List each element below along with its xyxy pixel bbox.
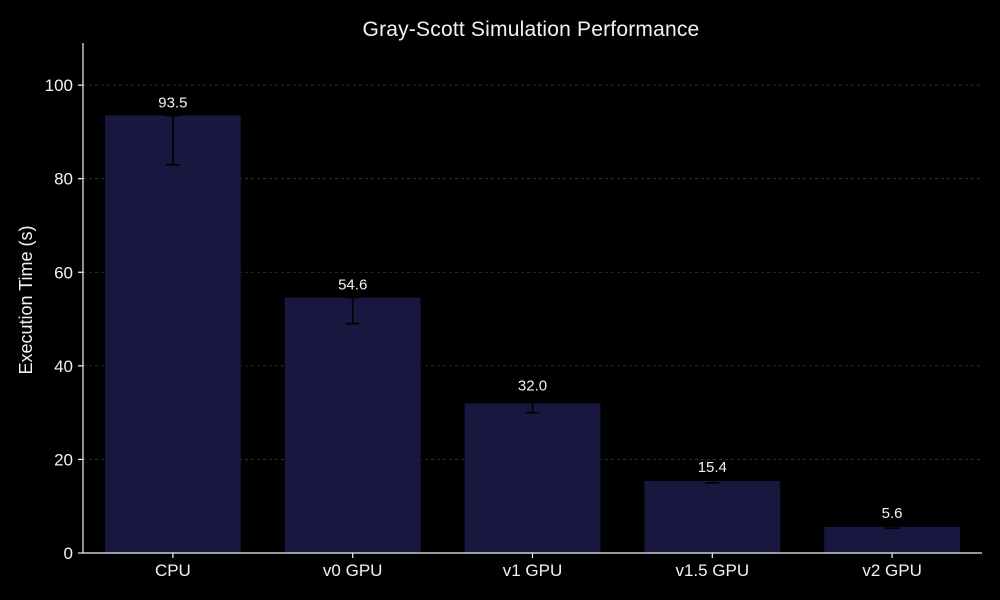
y-ticks: 0 20 40 60 80 100 xyxy=(45,76,83,563)
chart-title: Gray-Scott Simulation Performance xyxy=(363,18,700,41)
error-bar xyxy=(705,479,720,484)
bars xyxy=(105,115,960,553)
error-bar xyxy=(525,397,540,414)
x-tick-label: v1 GPU xyxy=(503,561,563,580)
x-ticks: CPU v0 GPU v1 GPU v1.5 GPU v2 GPU xyxy=(155,553,922,580)
y-tick-label: 60 xyxy=(54,263,73,282)
bar-v1-5-gpu xyxy=(644,480,781,553)
error-bar xyxy=(345,296,360,325)
y-tick-label: 0 xyxy=(64,544,73,563)
x-tick-label: v0 GPU xyxy=(323,561,383,580)
value-labels: 93.5 54.6 32.0 15.4 5.6 xyxy=(158,95,902,522)
data-label: 15.4 xyxy=(698,459,727,476)
y-tick-label: 20 xyxy=(54,450,73,469)
data-label: 5.6 xyxy=(882,505,903,522)
error-bar xyxy=(885,525,900,530)
bar-v0-gpu xyxy=(284,297,421,553)
data-label: 93.5 xyxy=(158,95,187,112)
y-tick-label: 80 xyxy=(54,170,73,189)
y-tick-label: 100 xyxy=(45,76,73,95)
y-axis-label: Execution Time (s) xyxy=(16,225,36,374)
x-tick-label: v2 GPU xyxy=(862,561,922,580)
bar-v1-gpu xyxy=(464,403,601,553)
data-label: 32.0 xyxy=(518,378,547,395)
error-bars xyxy=(165,114,900,530)
y-tick-label: 40 xyxy=(54,357,73,376)
error-bar xyxy=(165,114,180,166)
data-label: 54.6 xyxy=(338,277,367,294)
x-tick-label: CPU xyxy=(155,561,191,580)
x-tick-label: v1.5 GPU xyxy=(675,561,749,580)
bar-v2-gpu xyxy=(824,526,960,553)
bar-cpu xyxy=(105,115,241,553)
